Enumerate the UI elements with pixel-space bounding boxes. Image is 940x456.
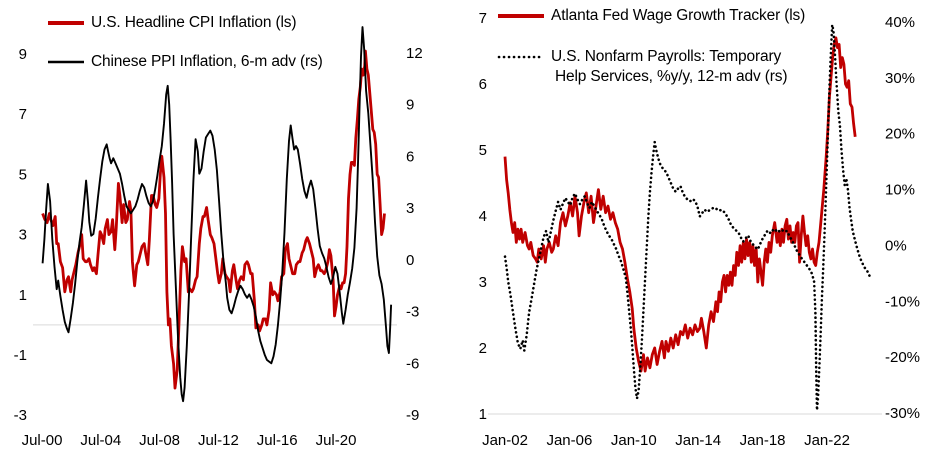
us-cpi-vs-chinese-ppi-x-tick-label: Jul-12 [198, 432, 239, 449]
us-cpi-vs-chinese-ppi-right-tick-label: 12 [406, 45, 423, 62]
us-cpi-vs-chinese-ppi-right-tick-label: -3 [406, 304, 419, 321]
atlanta-fed-wage-growth-vs-temp-help-left-tick-label: 5 [479, 142, 487, 159]
atlanta-fed-wage-growth-vs-temp-help-series-0-line [503, 36, 857, 373]
us-cpi-vs-chinese-ppi-right-tick-label: -6 [406, 355, 419, 372]
legend-label-temp-help-line2: Help Services, %y/y, 12-m adv (rs) [555, 68, 788, 85]
temp-help-dotted-swatch-icon [497, 55, 545, 59]
us-cpi-vs-chinese-ppi-right-tick-label: -9 [406, 407, 419, 424]
us-cpi-vs-chinese-ppi-left-tick-label: 1 [19, 287, 27, 304]
us-cpi-vs-chinese-ppi-right-tick-label: 3 [406, 200, 414, 217]
atlanta-fed-wage-growth-vs-temp-help-x-tick-label: Jan-02 [482, 432, 528, 449]
us-cpi-vs-chinese-ppi-series-0-line [41, 49, 386, 390]
wage-tracker-line-swatch-icon [498, 14, 544, 18]
us-cpi-vs-chinese-ppi-left-tick-label: 3 [19, 227, 27, 244]
us-cpi-vs-chinese-ppi-x-tick-label: Jul-20 [316, 432, 357, 449]
us-cpi-vs-chinese-ppi-left-tick-label: -1 [14, 347, 27, 364]
atlanta-fed-wage-growth-vs-temp-help-x-tick-label: Jan-18 [740, 432, 786, 449]
legend-label-temp-help-line1: U.S. Nonfarm Payrolls: Temporary [551, 48, 782, 65]
legend-label-ppi: Chinese PPI Inflation, 6-m adv (rs) [91, 53, 323, 70]
us-cpi-vs-chinese-ppi-x-tick-label: Jul-16 [257, 432, 298, 449]
us-cpi-vs-chinese-ppi-x-tick-label: Jul-04 [80, 432, 121, 449]
atlanta-fed-wage-growth-vs-temp-help-left-tick-label: 4 [479, 208, 487, 225]
atlanta-fed-wage-growth-vs-temp-help-right-tick-label: -20% [885, 349, 920, 366]
atlanta-fed-wage-growth-vs-temp-help-left-tick-label: 7 [479, 10, 487, 27]
legend-item-cpi: U.S. Headline CPI Inflation (ls) [47, 13, 297, 33]
atlanta-fed-wage-growth-vs-temp-help-left-tick-label: 3 [479, 274, 487, 291]
us-cpi-vs-chinese-ppi-right-tick-label: 6 [406, 148, 414, 165]
us-cpi-vs-chinese-ppi-left-tick-label: 5 [19, 166, 27, 183]
atlanta-fed-wage-growth-vs-temp-help-x-tick-label: Jan-22 [804, 432, 850, 449]
atlanta-fed-wage-growth-vs-temp-help-right-tick-label: 0% [885, 237, 907, 254]
cpi-line-swatch-icon [48, 21, 84, 25]
us-cpi-vs-chinese-ppi-left-tick-label: 7 [19, 106, 27, 123]
atlanta-fed-wage-growth-vs-temp-help-right-tick-label: 30% [885, 70, 915, 87]
us-cpi-vs-chinese-ppi-left-tick-label: -3 [14, 407, 27, 424]
legend-item-ppi: Chinese PPI Inflation, 6-m adv (rs) [47, 52, 323, 72]
us-cpi-vs-chinese-ppi-series-1-line [41, 26, 393, 403]
atlanta-fed-wage-growth-vs-temp-help-left-tick-label: 6 [479, 76, 487, 93]
atlanta-fed-wage-growth-vs-temp-help-right-tick-label: 40% [885, 14, 915, 31]
us-cpi-vs-chinese-ppi-left-tick-label: 9 [19, 46, 27, 63]
legend-label-wage-tracker: Atlanta Fed Wage Growth Tracker (ls) [551, 7, 806, 24]
atlanta-fed-wage-growth-vs-temp-help-right-tick-label: 10% [885, 182, 915, 199]
legend-item-temp-help: U.S. Nonfarm Payrolls: Temporary Help Se… [497, 47, 787, 87]
atlanta-fed-wage-growth-vs-temp-help-right-tick-label: -30% [885, 405, 920, 422]
atlanta-fed-wage-growth-vs-temp-help-x-tick-label: Jan-14 [675, 432, 721, 449]
atlanta-fed-wage-growth-vs-temp-help-left-tick-label: 1 [479, 406, 487, 423]
atlanta-fed-wage-growth-vs-temp-help-series-1-line [503, 23, 872, 412]
atlanta-fed-wage-growth-vs-temp-help-right-tick-label: 20% [885, 126, 915, 143]
atlanta-fed-wage-growth-vs-temp-help-x-tick-label: Jan-06 [546, 432, 592, 449]
atlanta-fed-wage-growth-vs-temp-help-x-tick-label: Jan-10 [611, 432, 657, 449]
atlanta-fed-wage-growth-vs-temp-help-left-tick-label: 2 [479, 340, 487, 357]
ppi-line-swatch-icon [48, 60, 84, 64]
us-cpi-vs-chinese-ppi-right-tick-label: 9 [406, 97, 414, 114]
us-cpi-vs-chinese-ppi-x-tick-label: Jul-08 [139, 432, 180, 449]
legend-label-cpi: U.S. Headline CPI Inflation (ls) [91, 14, 297, 31]
us-cpi-vs-chinese-ppi-x-tick-label: Jul-00 [22, 432, 63, 449]
legend-item-wage-tracker: Atlanta Fed Wage Growth Tracker (ls) [497, 6, 805, 26]
atlanta-fed-wage-growth-vs-temp-help-right-tick-label: -10% [885, 293, 920, 310]
us-cpi-vs-chinese-ppi-right-tick-label: 0 [406, 252, 414, 269]
